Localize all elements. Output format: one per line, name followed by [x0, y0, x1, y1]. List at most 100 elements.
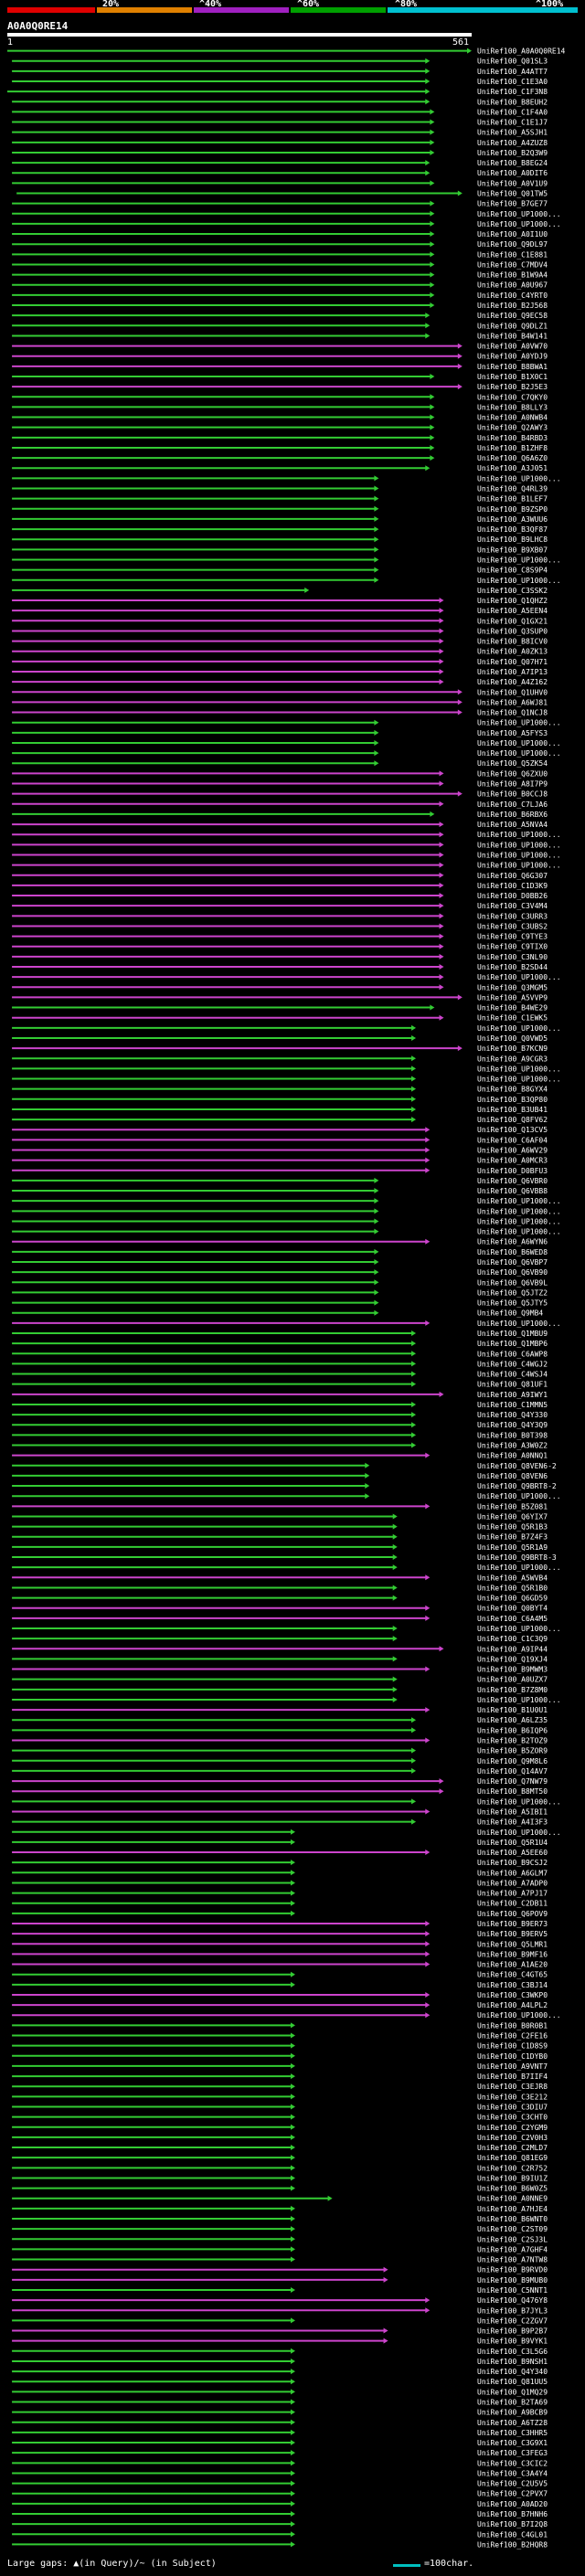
hit-row[interactable]: UniRef100_A0YDJ9 — [12, 353, 548, 361]
hit-label[interactable]: UniRef100_Q6A6Z0 — [477, 454, 548, 462]
hit-row[interactable]: UniRef100_B8MT50 — [12, 1787, 548, 1796]
hit-row[interactable]: UniRef100_C2SJ3L — [12, 2235, 548, 2243]
hit-row[interactable]: UniRef100_A6LZ35 — [12, 1716, 548, 1724]
hit-row[interactable]: UniRef100_B8EUH2 — [12, 98, 548, 106]
hit-label[interactable]: UniRef100_C6A4M5 — [477, 1615, 548, 1623]
hit-row[interactable]: UniRef100_B7Z4F3 — [12, 1533, 548, 1542]
hit-row[interactable]: UniRef100_B9MWM3 — [12, 1666, 548, 1674]
hit-row[interactable]: UniRef100_C1D8S9 — [12, 2042, 548, 2051]
hit-row[interactable]: UniRef100_Q14AV7 — [12, 1767, 548, 1776]
hit-row[interactable]: UniRef100_C1F3N8 — [7, 88, 548, 96]
hit-label[interactable]: UniRef100_UP1000... — [477, 556, 561, 564]
hit-label[interactable]: UniRef100_Q6VBP7 — [477, 1258, 548, 1267]
hit-row[interactable]: UniRef100_B7KCN9 — [12, 1044, 548, 1053]
hit-label[interactable]: UniRef100_A4I3F3 — [477, 1818, 548, 1827]
hit-row[interactable]: UniRef100_Q1MQ29 — [12, 2388, 548, 2396]
hit-row[interactable]: UniRef100_UP1000... — [12, 719, 561, 727]
hit-row[interactable]: UniRef100_UP1000... — [12, 1829, 561, 1837]
hit-label[interactable]: UniRef100_UP1000... — [477, 973, 561, 981]
hit-label[interactable]: UniRef100_B0R0B1 — [477, 2021, 548, 2030]
hit-label[interactable]: UniRef100_A5NVA4 — [477, 821, 548, 829]
hit-row[interactable]: UniRef100_C6A4M5 — [12, 1615, 548, 1623]
hit-label[interactable]: UniRef100_C2DB11 — [477, 1900, 548, 1908]
hit-label[interactable]: UniRef100_A0NNE9 — [477, 2195, 548, 2203]
hit-row[interactable]: UniRef100_B9RVD0 — [12, 2266, 548, 2274]
hit-row[interactable]: UniRef100_A5FYS3 — [12, 729, 548, 737]
hit-label[interactable]: UniRef100_Q6G307 — [477, 872, 548, 880]
hit-row[interactable]: UniRef100_C2ST09 — [12, 2225, 548, 2233]
hit-label[interactable]: UniRef100_C7LJA6 — [477, 800, 548, 809]
hit-label[interactable]: UniRef100_Q5ZK54 — [477, 759, 548, 768]
hit-row[interactable]: UniRef100_Q5ZK54 — [12, 759, 548, 768]
hit-row[interactable]: UniRef100_C3G9X1 — [12, 2439, 548, 2447]
hit-row[interactable]: UniRef100_Q0VWD5 — [12, 1034, 548, 1043]
hit-row[interactable]: UniRef100_B2J568 — [12, 302, 548, 310]
hit-label[interactable]: UniRef100_C3HHR5 — [477, 2429, 548, 2437]
hit-label[interactable]: UniRef100_A6WJ81 — [477, 698, 548, 706]
hit-row[interactable]: UniRef100_B4RBD3 — [12, 434, 548, 442]
hit-label[interactable]: UniRef100_Q6VBR0 — [477, 1177, 548, 1185]
hit-row[interactable]: UniRef100_A9IWY1 — [12, 1391, 548, 1399]
hit-label[interactable]: UniRef100_Q81EG9 — [477, 2154, 548, 2162]
hit-row[interactable]: UniRef100_A0MCR3 — [12, 1157, 548, 1165]
hit-row[interactable]: UniRef100_Q5JTY5 — [12, 1299, 548, 1308]
hit-row[interactable]: UniRef100_C1E3A0 — [12, 78, 548, 86]
hit-label[interactable]: UniRef100_Q0VWD5 — [477, 1034, 548, 1043]
hit-row[interactable]: UniRef100_A3W0Z2 — [12, 1442, 548, 1450]
hit-row[interactable]: UniRef100_A5NVA4 — [12, 821, 548, 829]
hit-row[interactable]: UniRef100_C5NNT1 — [12, 2286, 548, 2295]
hit-row[interactable]: UniRef100_Q6VB90 — [12, 1268, 548, 1277]
hit-row[interactable]: UniRef100_UP1000... — [12, 1797, 561, 1806]
hit-row[interactable]: UniRef100_B0R0B1 — [12, 2021, 548, 2030]
hit-row[interactable]: UniRef100_A0NWB4 — [12, 414, 548, 422]
hit-row[interactable]: UniRef100_A7GHF4 — [12, 2245, 548, 2253]
hit-row[interactable]: UniRef100_A9BCB9 — [12, 2409, 548, 2417]
hit-row[interactable]: UniRef100_A5WVB4 — [12, 1574, 548, 1582]
hit-row[interactable]: UniRef100_B0T398 — [12, 1431, 548, 1439]
hit-label[interactable]: UniRef100_A3W0Z2 — [477, 1442, 548, 1450]
hit-row[interactable]: UniRef100_B6IQP6 — [12, 1726, 548, 1734]
hit-label[interactable]: UniRef100_Q4Y330 — [477, 1411, 548, 1419]
hit-label[interactable]: UniRef100_A6WYN6 — [477, 1238, 548, 1246]
hit-label[interactable]: UniRef100_Q6VBB8 — [477, 1187, 548, 1195]
hit-label[interactable]: UniRef100_Q8VEN6-2 — [477, 1462, 557, 1470]
hit-row[interactable]: UniRef100_UP1000... — [12, 1492, 561, 1500]
hit-row[interactable]: UniRef100_A4ATT7 — [12, 68, 548, 76]
hit-row[interactable]: UniRef100_B1ZHF8 — [12, 444, 548, 452]
hit-row[interactable]: UniRef100_C1D3K9 — [12, 882, 548, 890]
hit-label[interactable]: UniRef100_Q6ZXU0 — [477, 769, 548, 778]
hit-label[interactable]: UniRef100_B2Q3W9 — [477, 149, 548, 157]
hit-row[interactable]: UniRef100_C3DIU7 — [12, 2103, 548, 2111]
hit-label[interactable]: UniRef100_UP1000... — [477, 1797, 561, 1806]
hit-row[interactable]: UniRef100_A5EE60 — [12, 1849, 548, 1857]
hit-label[interactable]: UniRef100_Q13CV5 — [477, 1126, 548, 1134]
hit-row[interactable]: UniRef100_Q2AWY3 — [12, 424, 548, 432]
hit-label[interactable]: UniRef100_A7NTW8 — [477, 2256, 548, 2264]
hit-row[interactable]: UniRef100_C3FEG3 — [12, 2449, 548, 2457]
hit-label[interactable]: UniRef100_C3DIU7 — [477, 2103, 548, 2111]
hit-label[interactable]: UniRef100_UP1000... — [477, 1076, 561, 1084]
hit-row[interactable]: UniRef100_Q9DL97 — [12, 240, 548, 249]
hit-label[interactable]: UniRef100_UP1000... — [477, 474, 561, 482]
hit-row[interactable]: UniRef100_UP1000... — [12, 210, 561, 218]
hit-row[interactable]: UniRef100_A0VW70 — [12, 343, 548, 351]
hit-row[interactable]: UniRef100_UP1000... — [12, 556, 561, 564]
hit-row[interactable]: UniRef100_B6WNT0 — [12, 2215, 548, 2223]
hit-label[interactable]: UniRef100_C2SJ3L — [477, 2235, 548, 2243]
hit-row[interactable]: UniRef100_B1X0C1 — [12, 373, 548, 381]
hit-row[interactable]: UniRef100_C3EJR8 — [12, 2083, 548, 2091]
hit-row[interactable]: UniRef100_Q4Y340 — [12, 2368, 548, 2376]
hit-row[interactable]: UniRef100_Q1MBP6 — [12, 1340, 548, 1348]
hit-label[interactable]: UniRef100_A5FYS3 — [477, 729, 548, 737]
hit-label[interactable]: UniRef100_Q01SL3 — [477, 58, 548, 66]
hit-label[interactable]: UniRef100_A5SJH1 — [477, 129, 548, 137]
hit-row[interactable]: UniRef100_Q5JTZ2 — [12, 1288, 548, 1297]
hit-label[interactable]: UniRef100_B9IU1Z — [477, 2174, 548, 2182]
hit-label[interactable]: UniRef100_Q1UHV0 — [477, 688, 548, 696]
hit-row[interactable]: UniRef100_A4ZUZ8 — [12, 139, 548, 147]
hit-label[interactable]: UniRef100_A5IBI1 — [477, 1807, 548, 1816]
hit-row[interactable]: UniRef100_B1U0U1 — [12, 1706, 548, 1714]
hit-row[interactable]: UniRef100_A0DIT6 — [12, 169, 548, 177]
hit-row[interactable]: UniRef100_A3WUU6 — [12, 515, 548, 524]
hit-label[interactable]: UniRef100_C3BJ14 — [477, 1981, 548, 1989]
